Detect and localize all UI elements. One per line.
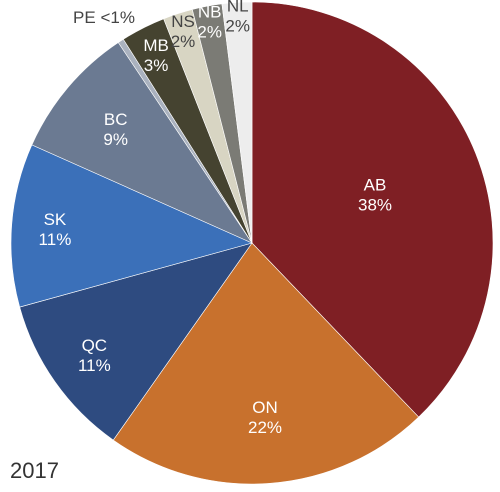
year-label: 2017	[10, 458, 59, 483]
slice-value-nl: 2%	[225, 16, 250, 35]
slice-label-mb: MB	[143, 36, 169, 55]
slice-label-sk: SK	[44, 210, 67, 229]
slice-label-on: ON	[252, 398, 278, 417]
slice-value-ab: 38%	[358, 196, 392, 215]
slice-value-nb: 2%	[197, 22, 222, 41]
pie-slice-nl	[221, 1, 253, 244]
pie-slice-sk	[10, 144, 253, 308]
slice-value-mb: 3%	[144, 56, 169, 75]
slice-label-ns: NS	[171, 12, 195, 31]
slice-value-qc: 11%	[78, 356, 111, 375]
pie-slice-bc	[31, 42, 253, 244]
slice-value-sk: 11%	[39, 230, 72, 249]
slice-value-ns: 2%	[171, 32, 196, 51]
slice-value-bc: 9%	[103, 130, 128, 149]
slice-label-nl: NL	[227, 0, 249, 15]
slice-label-nb: NB	[198, 2, 222, 21]
slice-label-pe: PE <1%	[73, 8, 135, 27]
slice-value-on: 22%	[248, 418, 282, 437]
slice-label-ab: AB	[364, 176, 387, 195]
pie-slice-on	[112, 242, 420, 485]
pie-slices	[10, 1, 494, 485]
slice-label-bc: BC	[104, 110, 128, 129]
pie-slice-ab	[251, 1, 494, 418]
slice-label-qc: QC	[82, 336, 108, 355]
pie-slice-qc	[19, 242, 253, 441]
